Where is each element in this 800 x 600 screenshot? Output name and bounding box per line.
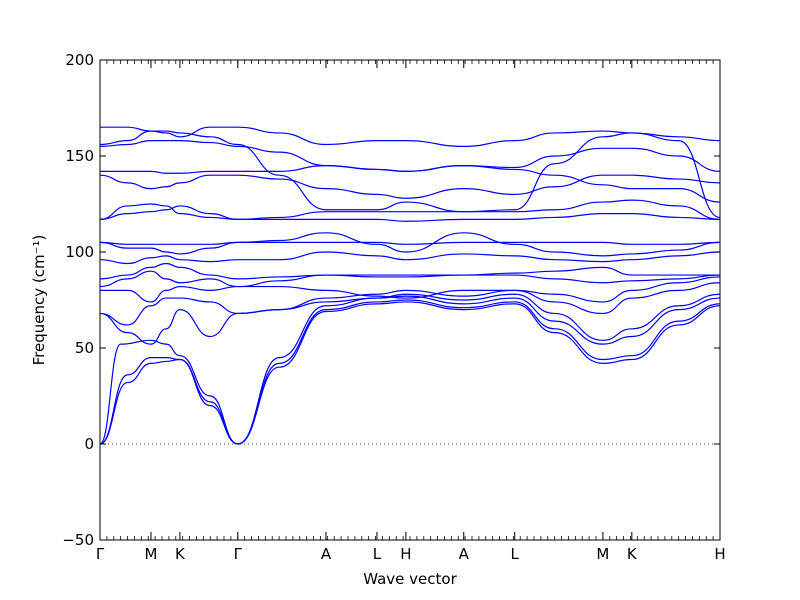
y-tick-label: −50 <box>62 531 94 549</box>
y-tick-label: 0 <box>84 435 94 453</box>
band-line-13 <box>99 199 721 220</box>
band-line-4 <box>99 293 721 345</box>
band-line-18 <box>99 126 721 148</box>
band-line-2 <box>99 299 721 445</box>
band-series-group <box>99 126 721 445</box>
y-tick-label: 200 <box>65 51 94 69</box>
x-tick-label: K <box>175 545 186 563</box>
x-tick-label: K <box>627 545 638 563</box>
band-line-7 <box>99 270 721 288</box>
plot-frame <box>99 59 721 541</box>
x-tick-label: Γ <box>96 545 105 563</box>
band-line-8 <box>99 262 720 280</box>
band-line-9 <box>99 251 721 265</box>
band-line-5 <box>99 282 721 326</box>
band-line-11 <box>99 241 721 245</box>
x-tick-label: H <box>714 545 725 563</box>
x-tick-label: M <box>596 545 609 563</box>
x-axis-label: Wave vector <box>363 570 457 588</box>
x-tick-label: H <box>400 545 411 563</box>
x-tick-label: L <box>373 545 382 563</box>
y-axis-label: Frequency (cm⁻¹) <box>30 235 48 366</box>
band-line-6 <box>100 276 721 303</box>
band-line-17 <box>99 130 721 219</box>
y-tick-label: 100 <box>65 243 94 261</box>
band-line-1 <box>99 301 721 445</box>
x-tick-label: M <box>145 545 158 563</box>
x-tick-label: A <box>459 545 470 563</box>
y-axis-ticks: −50 0 50 100 150 200 <box>62 51 720 549</box>
x-tick-label: L <box>511 545 520 563</box>
x-tick-label: Γ <box>234 545 243 563</box>
band-line-12 <box>99 205 721 222</box>
y-tick-label: 50 <box>75 339 94 357</box>
y-tick-label: 150 <box>65 147 94 165</box>
band-line-3 <box>99 295 721 445</box>
band-line-16 <box>99 140 721 172</box>
x-tick-label: A <box>321 545 332 563</box>
band-line-10 <box>99 232 721 257</box>
band-line-14 <box>99 174 721 199</box>
